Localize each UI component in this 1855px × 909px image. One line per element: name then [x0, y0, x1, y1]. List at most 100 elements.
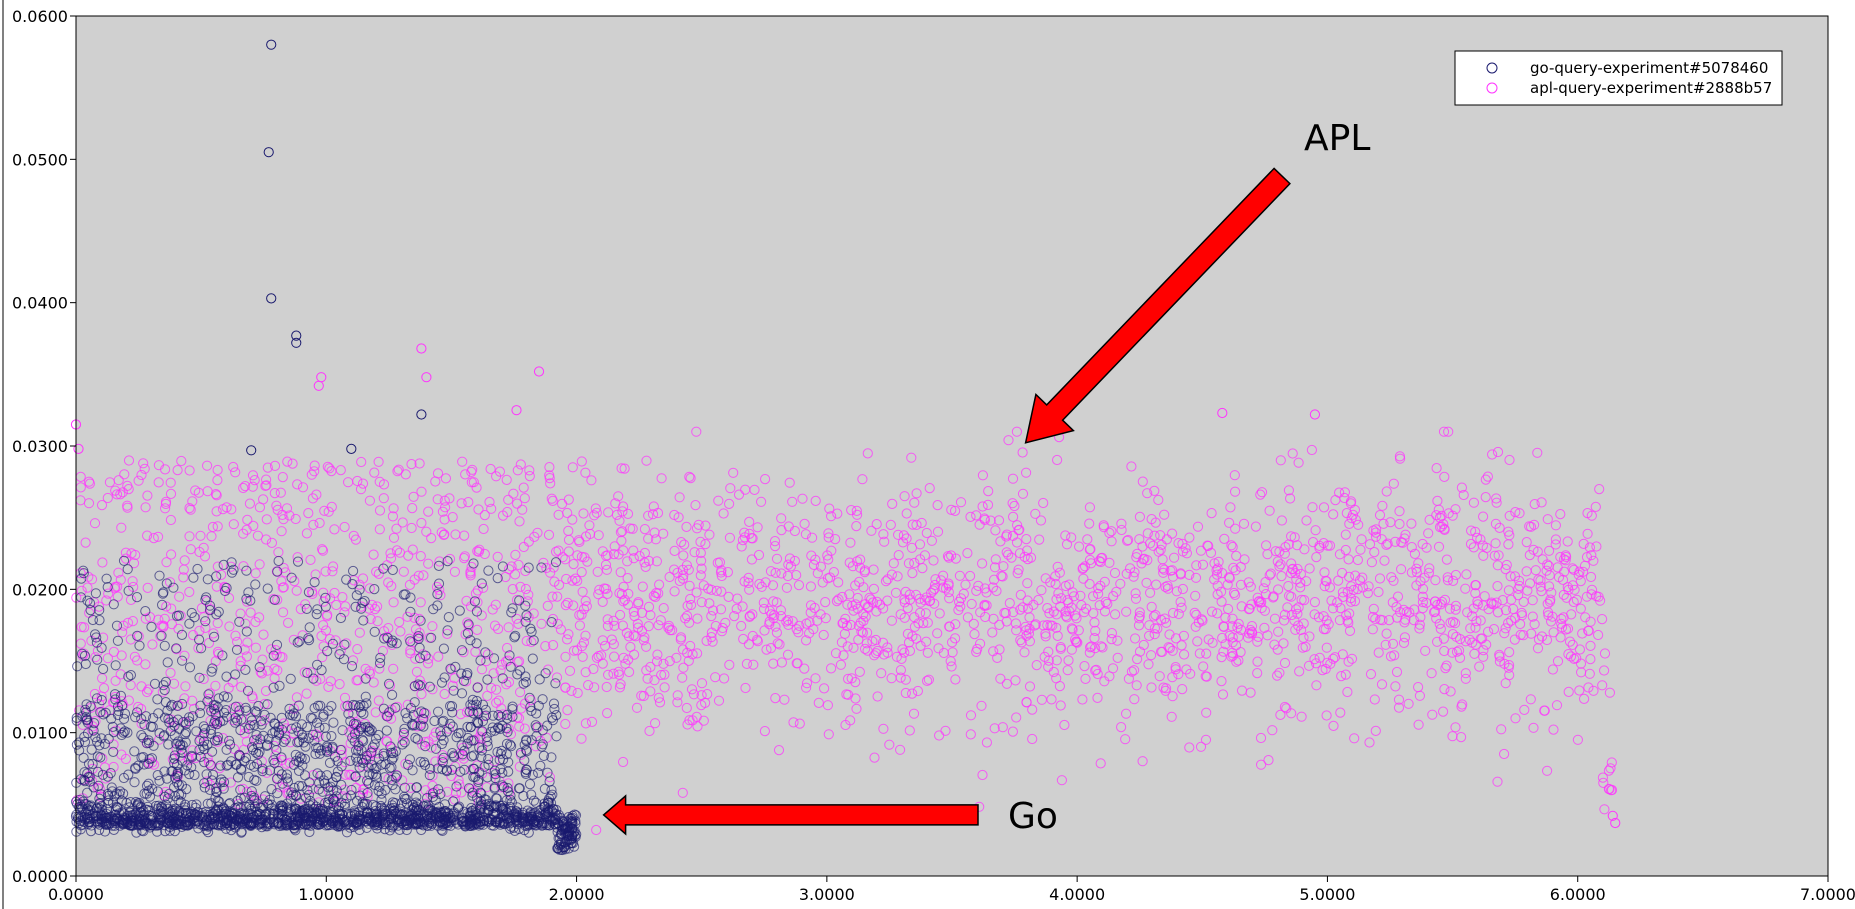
apl-point: [533, 366, 545, 377]
apl-point: [561, 573, 572, 585]
apl-point: [303, 507, 314, 519]
apl-point: [127, 576, 138, 587]
apl-point: [1011, 712, 1022, 723]
apl-point: [645, 661, 656, 673]
apl-point: [1499, 748, 1510, 760]
apl-point: [1027, 704, 1038, 715]
go-point: [520, 768, 532, 780]
apl-point: [1385, 517, 1396, 528]
apl-point: [631, 702, 643, 713]
go-point: [271, 639, 283, 651]
apl-point: [411, 666, 422, 677]
apl-point: [543, 664, 554, 675]
apl-point: [642, 673, 653, 684]
apl-point: [1488, 624, 1500, 635]
apl-point: [1021, 697, 1032, 708]
apl-point: [818, 629, 829, 641]
apl-point: [416, 689, 427, 700]
apl-point: [235, 608, 246, 619]
apl-point: [769, 536, 781, 547]
apl-point: [884, 739, 895, 750]
apl-point: [1536, 631, 1548, 642]
apl-point: [116, 522, 127, 533]
apl-point: [1340, 529, 1351, 540]
apl-point: [491, 684, 502, 695]
apl-point: [212, 475, 223, 486]
apl-point: [567, 575, 578, 586]
apl-point: [503, 677, 515, 688]
apl-point: [926, 587, 937, 599]
apl-point: [1084, 518, 1095, 529]
apl-point: [905, 594, 916, 605]
apl-point: [540, 641, 551, 652]
apl-point: [117, 487, 128, 498]
apl-point: [1052, 630, 1063, 642]
apl-point: [1377, 615, 1388, 626]
apl-point: [393, 464, 404, 475]
apl-point: [275, 487, 286, 498]
apl-point: [1489, 550, 1500, 561]
apl-point: [1056, 593, 1067, 604]
apl-point: [523, 589, 534, 600]
apl-point: [960, 579, 971, 590]
apl-point: [1492, 446, 1504, 458]
apl-point: [552, 618, 563, 629]
apl-point: [1417, 597, 1429, 608]
apl-point: [713, 495, 724, 506]
apl-point: [1159, 509, 1170, 520]
apl-point: [1468, 542, 1479, 553]
apl-point: [1094, 556, 1105, 567]
apl-point: [692, 613, 703, 624]
apl-point: [579, 552, 590, 563]
apl-point: [1184, 742, 1195, 753]
apl-point: [1567, 580, 1578, 591]
apl-point: [1367, 611, 1379, 623]
apl-point: [353, 675, 364, 686]
apl-point: [356, 456, 367, 468]
apl-point: [1272, 670, 1283, 681]
apl-point: [843, 673, 854, 685]
apl-point: [1189, 607, 1200, 618]
apl-point: [414, 613, 425, 625]
apl-point: [307, 493, 318, 504]
apl-point: [142, 530, 153, 541]
apl-point: [1542, 559, 1553, 570]
apl-point: [691, 587, 702, 598]
apl-point: [459, 551, 470, 562]
apl-point: [1298, 632, 1309, 643]
apl-point: [643, 601, 655, 613]
apl-point: [946, 504, 957, 515]
apl-point: [1181, 664, 1192, 675]
apl-point: [840, 719, 851, 731]
apl-point: [946, 661, 957, 672]
apl-point: [468, 477, 479, 488]
apl-point: [1097, 642, 1108, 653]
apl-point: [354, 627, 365, 638]
apl-point: [911, 633, 922, 644]
apl-point: [1226, 540, 1237, 551]
apl-point: [1500, 564, 1511, 575]
apl-point: [1120, 734, 1131, 745]
apl-point: [1486, 597, 1497, 608]
apl-point: [239, 644, 250, 655]
apl-point: [759, 726, 771, 737]
apl-point: [975, 638, 986, 649]
apl-point: [1370, 725, 1381, 737]
apl-point: [314, 517, 325, 529]
apl-point: [618, 756, 629, 768]
apl-point: [922, 647, 933, 658]
apl-point: [993, 515, 1005, 526]
apl-point: [1043, 655, 1054, 666]
apl-point: [140, 659, 151, 670]
apl-point: [115, 489, 126, 500]
apl-point: [1148, 611, 1160, 622]
apl-point: [1270, 546, 1281, 557]
go-point: [103, 733, 114, 744]
apl-point: [602, 708, 613, 719]
apl-point: [1330, 495, 1341, 506]
apl-point: [397, 735, 409, 746]
apl-point: [1201, 648, 1212, 659]
apl-point: [1528, 722, 1539, 733]
apl-point: [478, 582, 489, 593]
apl-point: [515, 581, 526, 592]
